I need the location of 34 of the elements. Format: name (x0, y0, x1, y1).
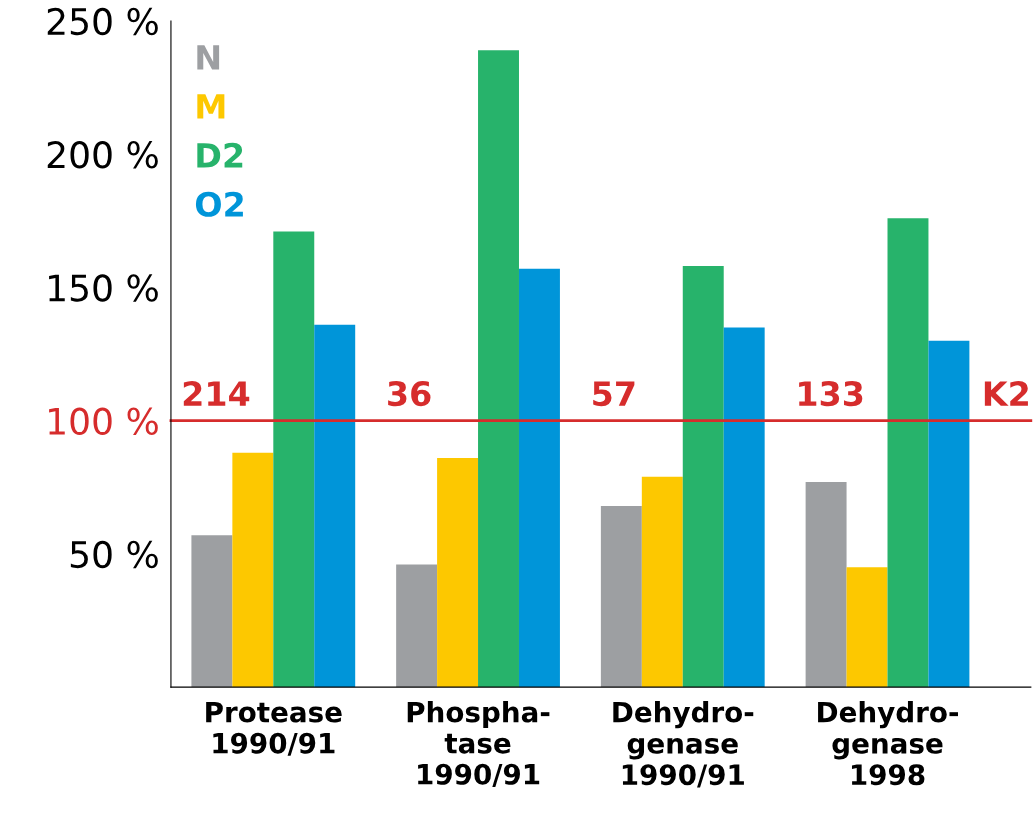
bar (887, 218, 929, 688)
bar (641, 476, 683, 688)
annotation: 57 (593, 381, 635, 407)
bar (723, 327, 765, 688)
text: O2 (195, 191, 243, 217)
bar (273, 231, 315, 688)
text: D2 (197, 142, 243, 168)
text: M (197, 94, 225, 119)
y-tick-label: 150 % (49, 274, 158, 302)
x-tick-label: Protease 1990/91 (206, 701, 342, 756)
bar (928, 340, 970, 688)
bar (600, 505, 642, 688)
bar (682, 266, 724, 688)
bar (805, 481, 847, 688)
bar (437, 457, 479, 688)
bar (314, 324, 356, 688)
bar (191, 535, 233, 688)
text: N (197, 45, 220, 70)
bar (478, 50, 519, 688)
x-tick-label: Phospha- tase 1990/91 (407, 701, 550, 787)
x-tick-label: Dehydro- genase 1998 (818, 701, 958, 786)
x-tick-label: Dehydro- genase 1990/91 (613, 701, 754, 788)
annotation: 36 (388, 381, 431, 407)
bar (232, 452, 274, 688)
annotation: 133 (799, 381, 863, 407)
annotation: 214 (183, 381, 250, 406)
y-tick-label: 100 % (49, 407, 158, 435)
y-tick-label: 250 % (47, 7, 158, 36)
bar (518, 268, 560, 688)
bar (846, 567, 888, 688)
y-tick-label: 200 % (47, 141, 158, 169)
y-tick-label: 50 % (70, 540, 158, 569)
ref-line-label: K2 (984, 381, 1028, 406)
bar (396, 564, 438, 688)
